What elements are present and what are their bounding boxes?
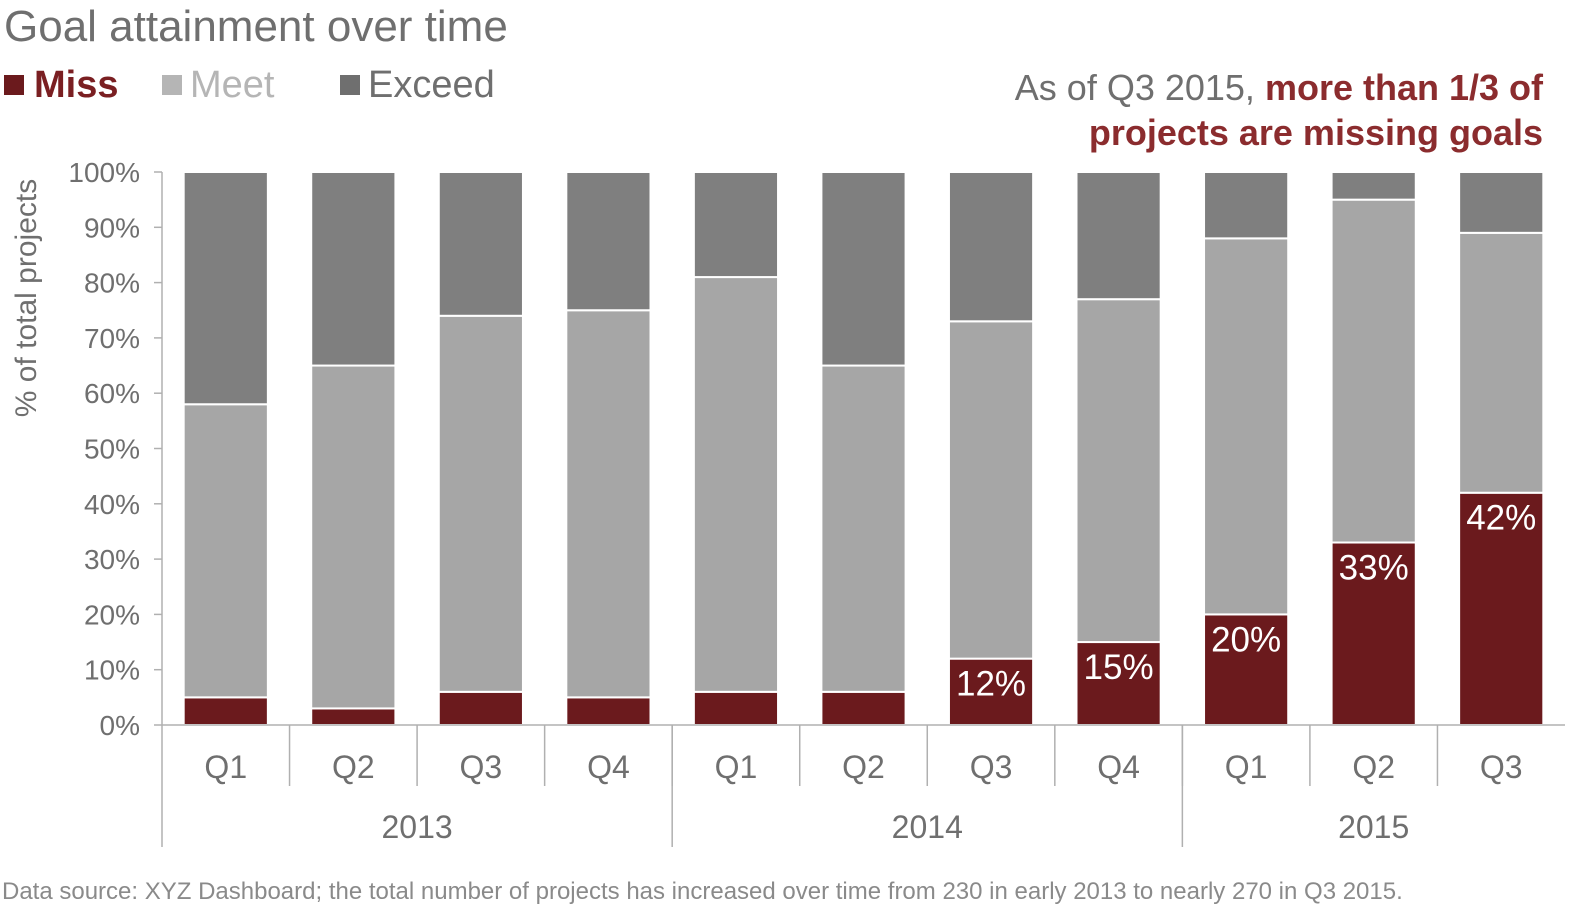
bar-miss [1203,613,1290,727]
y-tick-label: 60% [84,378,140,409]
callout-line-1: As of Q3 2015, more than 1/3 of [1015,67,1544,108]
callout-highlight-1: more than 1/3 of [1265,67,1544,108]
year-label: 2013 [381,809,452,845]
y-tick-label: 20% [84,599,140,630]
legend-label-exceed: Exceed [368,64,495,106]
x-tick-label: Q2 [842,749,885,785]
y-tick-label: 40% [84,489,140,520]
callout-prefix: As of Q3 2015, [1015,67,1265,108]
bar-miss [182,696,269,726]
year-label: 2015 [1338,809,1409,845]
bar-exceed [1075,171,1162,301]
bar-stack [310,171,397,726]
data-label: 33% [1339,549,1409,588]
x-tick-label: Q4 [1097,749,1140,785]
bar-exceed [947,171,1035,323]
x-tick-label: Q2 [332,749,375,785]
y-tick-label: 70% [84,323,140,354]
x-tick-label: Q1 [204,749,247,785]
bar-exceed [437,171,524,317]
callout-line-2: projects are missing goals [1089,112,1543,153]
x-tick-label: Q4 [587,749,630,785]
source-note: Data source: XYZ Dashboard; the total nu… [2,878,1403,905]
bars: 12% 15% 20% 33% 42% [182,171,1545,727]
bar-miss [820,690,907,727]
bar-meet [565,309,652,699]
bar-meet [820,364,907,693]
bar-miss [310,707,397,726]
legend: Miss Meet Exceed [4,64,495,106]
bar-exceed [820,171,907,367]
axes [161,172,1565,847]
bar-exceed [565,171,652,312]
y-axis-label: % of total projects [10,179,43,417]
bar-exceed [182,171,269,406]
bar-stack [182,171,269,726]
y-tick-label: 80% [84,268,140,299]
bar-miss [1075,641,1162,726]
legend-swatch-meet [162,75,182,95]
bar-meet [1203,237,1290,616]
bar-meet [310,364,397,710]
chart-title: Goal attainment over time [4,2,508,51]
bar-exceed [1203,171,1290,240]
legend-label-meet: Meet [190,64,275,106]
data-label: 12% [956,665,1026,704]
callout: As of Q3 2015, more than 1/3 of projects… [1015,67,1544,153]
bar-miss [692,690,780,727]
bar-stack: 15% [1075,171,1162,726]
y-tick-label: 50% [84,434,140,465]
bar-meet [182,403,269,699]
y-tick-label: 10% [84,655,140,686]
x-tick-label: Q3 [970,749,1013,785]
data-label: 20% [1211,620,1281,659]
bar-miss [947,657,1035,727]
y-tick-label: 90% [84,212,140,243]
bar-meet [1458,231,1545,494]
bar-miss [1330,541,1417,727]
bar-exceed [1458,171,1545,234]
legend-swatch-exceed [340,75,360,95]
data-label: 42% [1466,499,1536,538]
bar-meet [692,276,780,693]
bar-stack: 12% [947,171,1035,727]
x-tick-label: Q2 [1352,749,1395,785]
legend-swatch-miss [4,75,24,95]
x-tick-label: Q1 [715,749,758,785]
bar-exceed [692,171,780,279]
bar-meet [1075,298,1162,644]
bar-stack: 33% [1330,171,1417,727]
legend-label-miss: Miss [34,64,118,106]
bar-miss [437,690,524,727]
x-tick-label: Q1 [1225,749,1268,785]
bar-stack: 20% [1203,171,1290,727]
bar-miss [1458,491,1545,726]
bar-exceed [310,171,397,367]
y-tick-label: 100% [68,157,140,188]
bar-stack: 42% [1458,171,1545,726]
bar-stack [565,171,652,726]
bar-miss [565,696,652,726]
y-axis-ticks: 0% 10% 20% 30% 40% 50% 60% 70% 80% 90% 100% [68,157,162,741]
x-tick-label: Q3 [1480,749,1523,785]
year-label: 2014 [892,809,963,845]
bar-stack [692,171,780,727]
y-tick-label: 0% [100,710,140,741]
bar-meet [1330,198,1417,544]
y-tick-label: 30% [84,544,140,575]
bar-meet [947,320,1035,660]
bar-meet [437,314,524,693]
data-label: 15% [1084,648,1154,687]
bar-stack [820,171,907,727]
bar-stack [437,171,524,727]
bar-exceed [1330,171,1417,201]
x-tick-label: Q3 [460,749,503,785]
